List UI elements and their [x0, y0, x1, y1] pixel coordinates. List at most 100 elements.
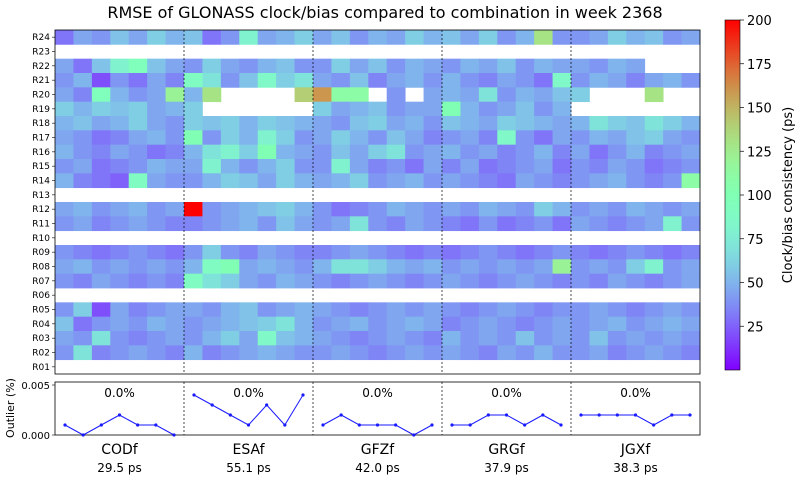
heatmap-cell [276, 173, 295, 189]
colorbar-label: Clock/bias consistency (ps) [781, 107, 796, 283]
outlier-point [375, 423, 380, 427]
heatmap-cell [626, 144, 646, 160]
heatmap-cell [663, 202, 682, 217]
heatmap-cell [73, 216, 93, 232]
heatmap-cell [368, 273, 388, 289]
heatmap-cell [184, 130, 203, 146]
heatmap-cell [128, 116, 148, 131]
heatmap-cell [368, 316, 388, 332]
heatmap-cell [607, 259, 627, 275]
heatmap-cell [294, 87, 314, 103]
heatmap-cell [128, 302, 148, 318]
colorbar-tick-label: 75 [747, 233, 764, 248]
heatmap-cell [405, 245, 424, 260]
heatmap-cell [552, 159, 572, 174]
heatmap-cell [55, 202, 74, 217]
outlier-percent-label: 0.0% [233, 386, 264, 400]
group-name-label: GRGf [488, 442, 525, 458]
heatmap-cell [202, 87, 222, 103]
heatmap-cell [607, 345, 627, 361]
colorbar-tick-label: 200 [747, 14, 772, 29]
heatmap-cell [128, 216, 148, 232]
heatmap-cell [626, 130, 646, 146]
heatmap-cell [313, 116, 332, 131]
heatmap-cell [552, 273, 572, 289]
heatmap-cell [128, 259, 148, 275]
heatmap-cell [331, 216, 351, 232]
heatmap-cell [386, 130, 406, 146]
outlier-point [633, 413, 638, 417]
row-label: R15 [32, 162, 50, 172]
heatmap-cell [571, 259, 590, 275]
heatmap-cell [626, 58, 646, 74]
group-rms-label: 29.5 ps [97, 461, 141, 475]
heatmap-cell [423, 144, 443, 160]
heatmap-cell [184, 116, 203, 131]
heatmap-cell [405, 173, 424, 189]
heatmap-cell [220, 30, 240, 45]
heatmap-cell [73, 30, 93, 45]
heatmap-cell [405, 345, 424, 361]
heatmap-cell [442, 130, 461, 146]
heatmap-cell [423, 216, 443, 232]
outlier-percent-label: 0.0% [362, 386, 393, 400]
heatmap-cell [313, 144, 332, 160]
colorbar-tick-label: 125 [747, 145, 772, 160]
colorbar-tick-label: 175 [747, 58, 772, 73]
heatmap-cell [368, 159, 388, 174]
group-rms-label: 37.9 ps [484, 461, 528, 475]
heatmap-cell [55, 302, 74, 318]
heatmap-cell [73, 259, 93, 275]
heatmap-cell [497, 331, 517, 346]
heatmap-cell [589, 273, 609, 289]
heatmap-cell [478, 130, 498, 146]
heatmap-cell [515, 259, 535, 275]
heatmap-cell [405, 216, 424, 232]
heatmap-cells [55, 30, 701, 361]
heatmap-cell [147, 159, 166, 174]
heatmap-cell [55, 144, 74, 160]
outlier-point [339, 413, 343, 417]
heatmap-cell [405, 302, 424, 318]
heatmap-cell [202, 73, 222, 88]
row-label: R02 [32, 349, 50, 359]
heatmap-cell [442, 273, 461, 289]
outlier-percent-label: 0.0% [620, 386, 651, 400]
heatmap-cell [607, 144, 627, 160]
heatmap-cell [220, 73, 240, 88]
heatmap-cell [423, 116, 443, 131]
heatmap-cell [349, 345, 369, 361]
heatmap-cell [460, 216, 480, 232]
heatmap-cell [257, 159, 277, 174]
heatmap-cell [110, 345, 130, 361]
colorbar-ticks: 25 50 75 100 125 150 175 200 [740, 14, 772, 335]
heatmap-cell [552, 345, 572, 361]
heatmap-cell [663, 116, 682, 131]
heatmap-cell [128, 345, 148, 361]
row-label: R07 [32, 277, 50, 287]
heatmap-cell [313, 216, 332, 232]
heatmap-cell [55, 30, 74, 45]
heatmap-cell [497, 173, 517, 189]
heatmap-cell [257, 58, 277, 74]
heatmap-cell [534, 144, 553, 160]
outlier-point [523, 423, 527, 427]
heatmap-cell [644, 116, 664, 131]
heatmap-cell [626, 216, 646, 232]
chart-title: RMSE of GLONASS clock/bias compared to c… [107, 3, 662, 22]
heatmap-cell [681, 116, 701, 131]
heatmap-cell [128, 130, 148, 146]
heatmap-cell [571, 273, 590, 289]
heatmap-cell [607, 159, 627, 174]
heatmap-cell [349, 87, 369, 103]
outlier-series-line [64, 414, 175, 436]
heatmap-cell [294, 130, 314, 146]
heatmap-cell [331, 130, 351, 146]
heatmap-cell [644, 87, 664, 103]
heatmap-cell [202, 173, 222, 189]
heatmap-cell [405, 316, 424, 332]
heatmap-cell [239, 58, 259, 74]
heatmap-cell [331, 173, 351, 189]
heatmap-cell [478, 58, 498, 74]
heatmap-cell [515, 316, 535, 332]
